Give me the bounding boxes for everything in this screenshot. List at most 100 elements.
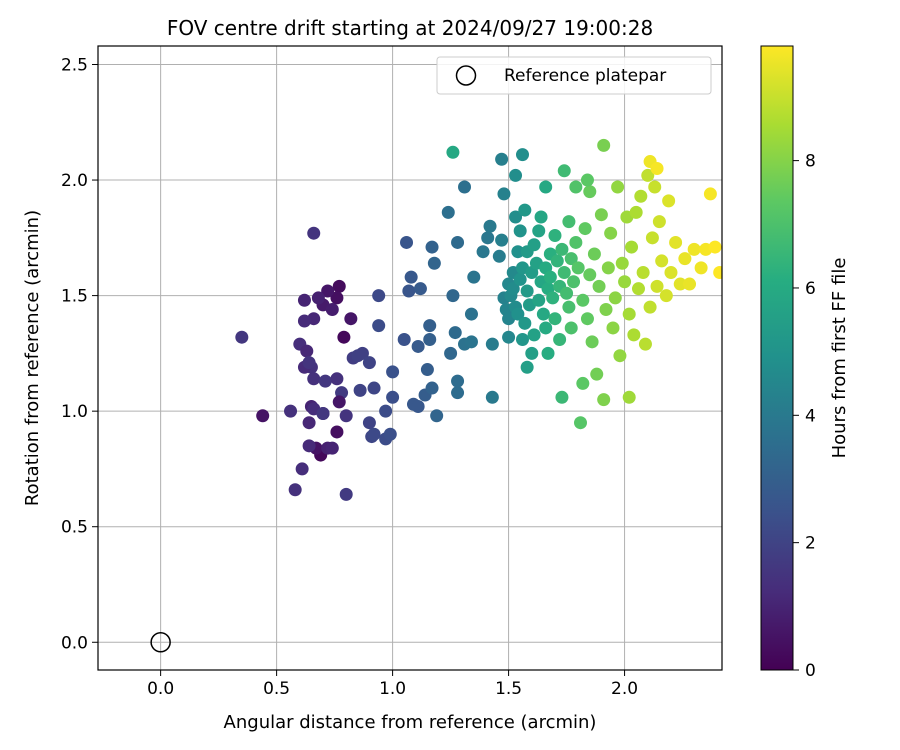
data-point	[509, 210, 523, 224]
data-point	[297, 314, 311, 328]
x-tick-label: 0.0	[147, 679, 174, 699]
data-point	[585, 335, 599, 349]
data-point	[464, 335, 478, 349]
plot-background	[98, 46, 722, 670]
data-point	[638, 337, 652, 351]
data-point	[386, 365, 400, 379]
data-point	[539, 321, 553, 335]
data-point	[513, 224, 527, 238]
data-point	[527, 328, 541, 342]
data-point	[513, 272, 527, 286]
data-point	[606, 321, 620, 335]
data-point	[302, 439, 316, 453]
data-point	[659, 289, 673, 303]
data-point	[553, 333, 567, 347]
data-point	[302, 416, 316, 430]
y-tick-label: 0.5	[61, 518, 88, 538]
data-point	[362, 416, 376, 430]
x-tick-label: 1.5	[495, 679, 522, 699]
colorbar-tick-label: 4	[805, 406, 816, 426]
data-point	[411, 339, 425, 353]
data-point	[411, 400, 425, 414]
data-point	[446, 289, 460, 303]
data-point	[611, 180, 625, 194]
y-tick-label: 2.0	[61, 171, 88, 191]
data-point	[495, 152, 509, 166]
data-point	[476, 245, 490, 259]
data-point	[539, 180, 553, 194]
data-point	[673, 277, 687, 291]
data-point	[669, 235, 683, 249]
y-axis-ticks: 0.0 0.5 1.0 1.5 2.0 2.5	[61, 55, 98, 653]
reference-platepar-marker	[150, 632, 171, 653]
data-point	[557, 265, 571, 279]
plot-area: 0.0 0.5 1.0 1.5 2.0 0.0 0.5 1.0 1.5 2.0 2.5	[61, 45, 723, 699]
data-point	[543, 270, 557, 284]
data-point	[564, 252, 578, 266]
data-point	[587, 247, 601, 261]
data-point	[427, 256, 441, 270]
data-point	[425, 381, 439, 395]
x-tick-label: 1.0	[379, 679, 406, 699]
data-point	[451, 374, 465, 388]
plot-frame	[97, 45, 723, 671]
data-point	[534, 210, 548, 224]
data-point	[599, 302, 613, 316]
data-point	[518, 316, 532, 330]
data-point	[318, 374, 332, 388]
data-point	[444, 346, 458, 360]
data-point	[467, 270, 481, 284]
data-point	[402, 284, 416, 298]
data-point	[662, 194, 676, 208]
data-point	[316, 406, 330, 420]
data-point	[372, 289, 386, 303]
data-point	[420, 363, 434, 377]
data-point	[311, 291, 325, 305]
data-point	[703, 187, 717, 201]
data-point	[497, 187, 511, 201]
chart-title: FOV centre drift starting at 2024/09/27 …	[167, 16, 653, 40]
data-point	[652, 215, 666, 229]
data-point	[555, 242, 569, 256]
data-point	[367, 381, 381, 395]
data-point	[295, 462, 309, 476]
data-point	[397, 333, 411, 347]
data-point	[597, 393, 611, 407]
colorbar-ticks: 0 2 4 6 8	[793, 152, 816, 681]
data-point	[423, 319, 437, 333]
data-point	[557, 164, 571, 178]
data-point	[300, 344, 314, 358]
data-point	[594, 208, 608, 222]
data-point	[532, 224, 546, 238]
data-point	[458, 180, 472, 194]
x-tick-label: 0.5	[263, 679, 290, 699]
data-point	[495, 233, 509, 247]
data-point	[708, 240, 722, 254]
data-point	[302, 356, 316, 370]
data-point	[321, 284, 335, 298]
y-tick-label: 1.0	[61, 402, 88, 422]
data-point	[516, 333, 530, 347]
data-point	[622, 307, 636, 321]
data-point	[569, 180, 583, 194]
data-points	[235, 138, 722, 501]
data-point	[580, 173, 594, 187]
data-point	[650, 279, 664, 293]
colorbar-tick-label: 2	[805, 534, 816, 554]
data-point	[532, 293, 546, 307]
colorbar-tick-label: 6	[805, 279, 816, 299]
data-point	[655, 254, 669, 268]
x-axis-ticks: 0.0 0.5 1.0 1.5 2.0	[147, 670, 638, 699]
y-tick-label: 2.5	[61, 55, 88, 75]
data-point	[643, 300, 657, 314]
data-point	[492, 249, 506, 263]
data-point	[307, 372, 321, 386]
data-point	[546, 291, 560, 305]
legend-marker-open-circle	[455, 65, 477, 86]
data-point	[615, 256, 629, 270]
colorbar-strip	[760, 45, 794, 671]
data-point	[567, 275, 581, 289]
data-point	[580, 312, 594, 326]
data-point	[332, 279, 346, 293]
